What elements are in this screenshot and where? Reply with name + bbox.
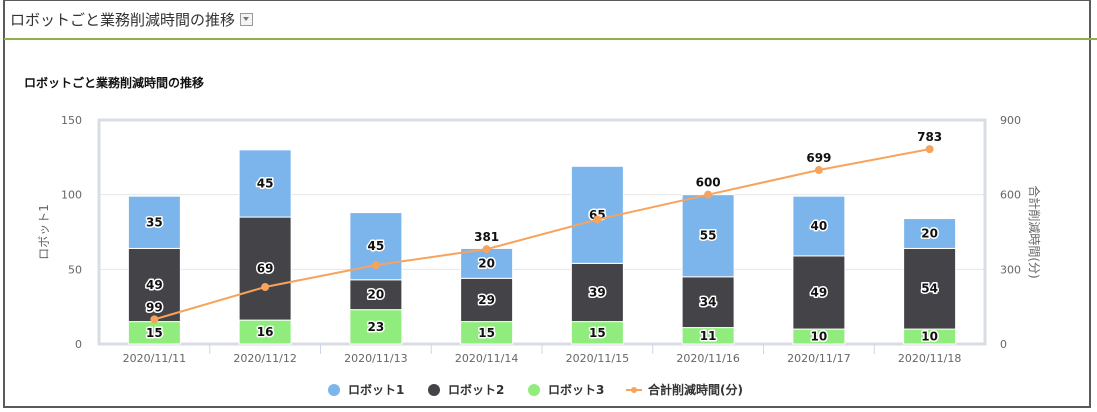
line-data-label: 99 [146, 300, 163, 314]
y-tick-label: 50 [68, 263, 82, 276]
legend-marker-icon [328, 384, 340, 396]
y-axis-title: ロボット1 [37, 204, 51, 260]
legend-item[interactable]: 合計削減時間(分) [648, 382, 743, 397]
header-divider [4, 38, 1097, 40]
line-point [261, 283, 270, 292]
bar-data-label: 40 [811, 219, 828, 233]
bar-data-label: 69 [257, 262, 274, 276]
y2-tick-label: 900 [1000, 114, 1021, 127]
bar-data-label: 23 [368, 320, 385, 334]
line-data-label: 783 [917, 130, 942, 144]
dropdown-arrow-icon[interactable] [240, 13, 254, 26]
line-point [482, 245, 491, 254]
line-point [925, 145, 934, 154]
bar-data-label: 49 [811, 285, 828, 299]
legend-item[interactable]: ロボット1 [348, 382, 404, 397]
plot-border [97, 118, 987, 346]
bar-segment [681, 194, 735, 278]
y-tick-label: 0 [75, 338, 82, 351]
bar-segment [570, 262, 624, 323]
bar-data-label: 20 [368, 288, 385, 302]
line-data-label: 600 [696, 176, 721, 190]
bar-data-label: 10 [921, 330, 938, 344]
x-tick-label: 2020/11/14 [455, 352, 518, 365]
bar-data-label: 29 [478, 293, 495, 307]
bar-data-label: 55 [700, 229, 717, 243]
x-tick-label: 2020/11/11 [123, 352, 186, 365]
y2-tick-label: 300 [1000, 263, 1021, 276]
widget-header: ロボットごと業務削減時間の推移 [10, 9, 254, 30]
bar-segment [238, 149, 292, 218]
bar-data-label: 15 [146, 326, 163, 340]
line-data-label: 699 [806, 151, 831, 165]
widget-title: ロボットごと業務削減時間の推移 [10, 11, 236, 29]
widget-frame [3, 0, 1091, 408]
x-tick-label: 2020/11/13 [344, 352, 407, 365]
x-tick-label: 2020/11/16 [676, 352, 739, 365]
line-point [371, 261, 380, 270]
bar-data-label: 11 [700, 329, 717, 343]
bar-segment [903, 218, 957, 249]
bar-data-label: 20 [921, 226, 938, 240]
line-data-label: 381 [474, 230, 499, 244]
line-point [593, 215, 602, 224]
bar-segment [792, 255, 846, 330]
x-tick-label: 2020/11/12 [233, 352, 296, 365]
y-tick-label: 100 [61, 189, 82, 202]
line-point [150, 315, 159, 324]
bar-data-label: 15 [589, 326, 606, 340]
y2-axis-title: 合計削減時間(分) [1027, 185, 1042, 278]
bar-data-label: 39 [589, 285, 606, 299]
line-point [814, 166, 823, 175]
bar-data-label: 49 [146, 278, 163, 292]
y2-tick-label: 600 [1000, 189, 1021, 202]
legend-marker-icon [631, 387, 637, 393]
legend-item[interactable]: ロボット2 [448, 382, 504, 397]
x-tick-label: 2020/11/18 [898, 352, 961, 365]
bar-data-label: 45 [257, 176, 274, 190]
line-point [704, 190, 713, 199]
legend-item[interactable]: ロボット3 [548, 382, 604, 397]
bar-data-label: 45 [368, 239, 385, 253]
bar-segment [238, 216, 292, 321]
bar-data-label: 54 [921, 282, 938, 296]
bar-segment [681, 276, 735, 329]
bar-data-label: 16 [257, 325, 274, 339]
bar-segment [460, 277, 514, 323]
y2-tick-label: 0 [1000, 338, 1007, 351]
bar-segment [349, 279, 403, 311]
bar-data-label: 35 [146, 215, 163, 229]
bar-segment [903, 247, 957, 330]
y-tick-label: 150 [61, 114, 82, 127]
bar-data-label: 34 [700, 295, 717, 309]
bar-segment [127, 195, 181, 249]
chart-title: ロボットごと業務削減時間の推移 [24, 76, 205, 90]
x-tick-label: 2020/11/15 [566, 352, 629, 365]
bar-data-label: 10 [811, 330, 828, 344]
legend-marker-icon [428, 384, 440, 396]
x-tick-label: 2020/11/17 [787, 352, 850, 365]
bar-data-label: 20 [478, 256, 495, 270]
legend-marker-icon [528, 384, 540, 396]
bar-segment [792, 195, 846, 257]
total-line [154, 148, 930, 321]
bar-data-label: 15 [478, 326, 495, 340]
